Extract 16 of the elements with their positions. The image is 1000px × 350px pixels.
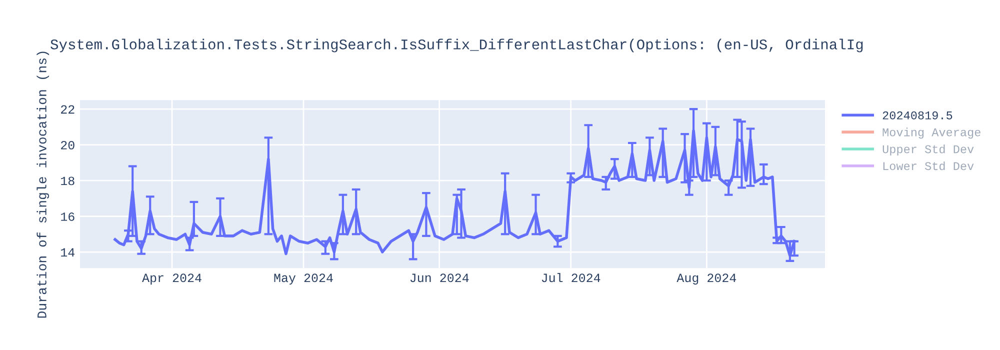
legend-label: 20240819.5 xyxy=(882,111,952,120)
y-axis-title: Duration of single invocation (ns) xyxy=(36,52,50,318)
x-tick-label: Aug 2024 xyxy=(676,274,736,285)
y-tick-label: 18 xyxy=(61,176,74,186)
x-tick-label: Jun 2024 xyxy=(410,274,469,282)
y-tick-label: 14 xyxy=(61,248,75,257)
y-tick-label: 20 xyxy=(61,140,74,150)
legend-label: Lower Std Dev xyxy=(883,161,974,170)
y-tick-label: 16 xyxy=(61,212,74,221)
x-tick-label: Apr 2024 xyxy=(142,274,202,285)
y-tick-label: 22 xyxy=(61,105,74,114)
x-tick-label: May 2024 xyxy=(274,274,333,285)
x-tick-label: Jul 2024 xyxy=(542,272,600,282)
chart-title: System.Globalization.Tests.StringSearch.IsSuffix_DifferentLastChar(Options: (en-US, OrdinalIg xyxy=(50,38,863,52)
legend-label: Moving Average xyxy=(882,128,980,139)
legend-label: Upper Std Dev xyxy=(882,144,974,156)
